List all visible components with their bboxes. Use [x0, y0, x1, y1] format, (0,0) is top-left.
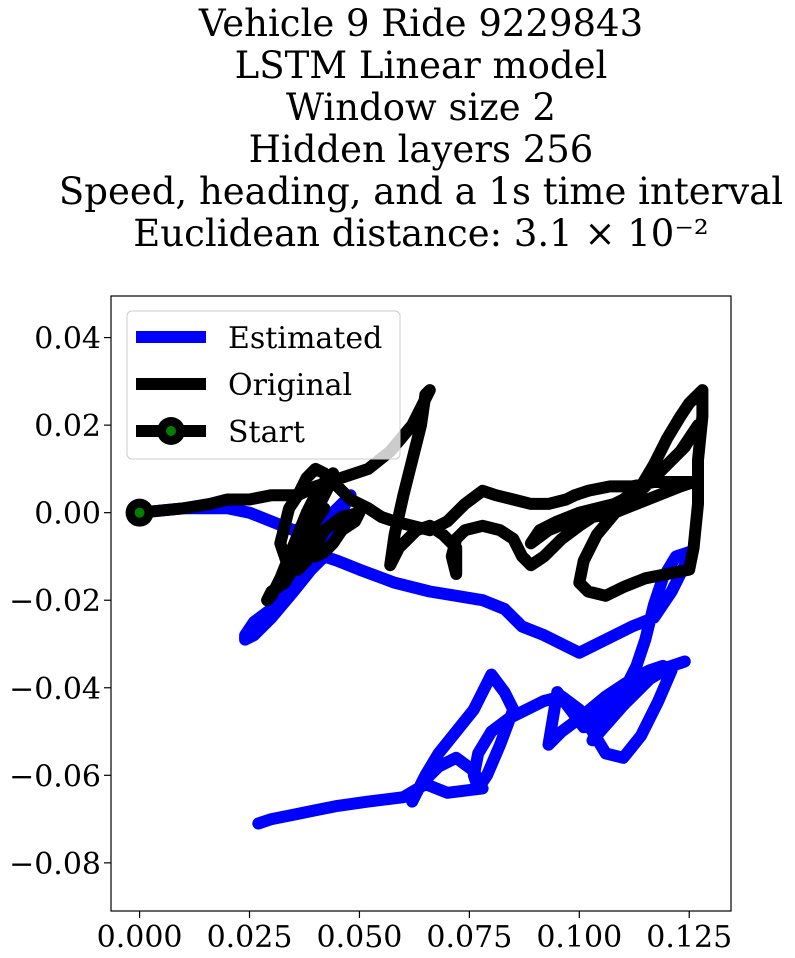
y-tick-label: −0.08	[9, 847, 101, 882]
y-tick-label: 0.02	[34, 409, 101, 444]
x-tick-label: 0.075	[426, 920, 512, 955]
title-line: Hidden layers 256	[249, 128, 594, 171]
x-tick-label: 0.100	[536, 920, 622, 955]
title-line: LSTM Linear model	[235, 44, 608, 87]
title-line: Speed, heading, and a 1s time interval	[59, 170, 783, 213]
x-tick-label: 0.050	[316, 920, 402, 955]
title-line: Window size 2	[286, 86, 556, 129]
title-line: Vehicle 9 Ride 9229843	[198, 2, 643, 45]
legend-label-start: Start	[228, 415, 305, 450]
legend: Estimated Original Start	[126, 310, 401, 460]
series-line-original	[133, 384, 709, 607]
y-tick-label: −0.02	[9, 584, 101, 619]
title-line: Euclidean distance: 3.1 × 10⁻²	[133, 212, 708, 255]
y-axis: 0.04 0.02 0.00 −0.02 −0.04 −0.06 −0.08	[9, 322, 111, 882]
plot-frame	[110, 295, 732, 912]
y-tick-label: −0.04	[9, 672, 101, 707]
legend-label-original: Original	[228, 368, 352, 403]
start-marker-center	[134, 507, 145, 518]
legend-box	[126, 310, 401, 460]
series-line-estimated	[133, 489, 696, 830]
y-tick-label: −0.06	[9, 759, 101, 794]
y-tick-label: 0.04	[34, 322, 101, 357]
x-tick-label: 0.125	[646, 920, 732, 955]
series-layer	[125, 384, 709, 830]
x-tick-label: 0.000	[97, 920, 183, 955]
legend-marker-center	[166, 426, 176, 436]
y-tick-label: 0.00	[34, 497, 101, 532]
legend-label-estimated: Estimated	[228, 321, 382, 356]
x-tick-label: 0.025	[207, 920, 293, 955]
x-axis: 0.000 0.025 0.050 0.075 0.100 0.125	[97, 911, 732, 955]
